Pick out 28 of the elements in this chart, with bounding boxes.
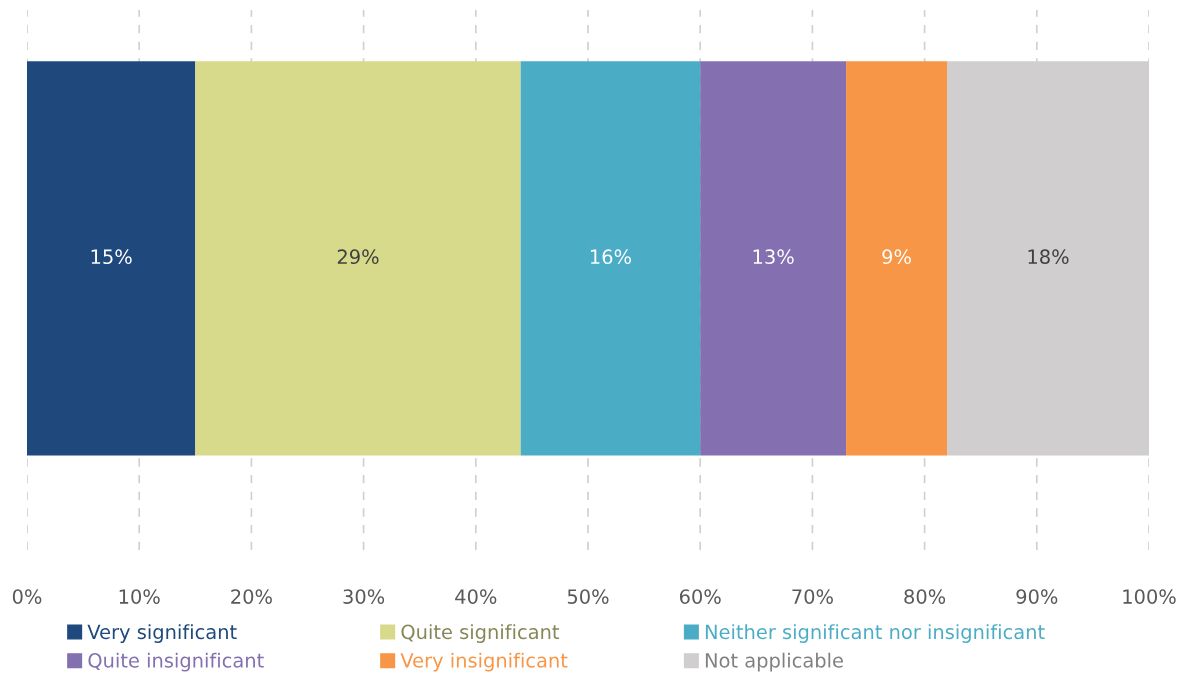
x-tick-label: 80% <box>904 589 946 604</box>
x-tick-label: 30% <box>343 589 385 604</box>
legend-label: Very significant <box>87 624 237 643</box>
data-label: 13% <box>753 249 794 265</box>
bar <box>520 61 701 456</box>
x-tick-label: 60% <box>679 589 721 604</box>
x-tick-label: 100% <box>1123 589 1176 604</box>
x-tick-label: 90% <box>1016 589 1058 604</box>
x-tick-label: 0% <box>12 589 42 604</box>
x-tick-label: 50% <box>567 589 609 604</box>
x-tick-label: 70% <box>792 589 833 604</box>
legend-label: Quite insignificant <box>88 652 264 672</box>
legend-label: Quite significant <box>401 624 560 643</box>
data-label: 9% <box>882 249 911 265</box>
legend-label: Neither significant nor insignificant <box>705 624 1045 643</box>
data-label: 16% <box>590 249 631 265</box>
legend-label: Very insignificant <box>400 652 568 672</box>
bar <box>195 61 521 456</box>
bar <box>846 61 948 456</box>
x-tick-label: 40% <box>455 589 497 604</box>
x-tick-label: 20% <box>231 589 272 604</box>
bar <box>27 61 196 456</box>
data-label: 29% <box>337 249 379 265</box>
data-label: 18% <box>1028 249 1069 265</box>
data-label: 15% <box>91 249 132 265</box>
bar <box>700 61 847 456</box>
x-tick-label: 10% <box>119 589 160 604</box>
legend-label: Not applicable <box>705 652 843 672</box>
